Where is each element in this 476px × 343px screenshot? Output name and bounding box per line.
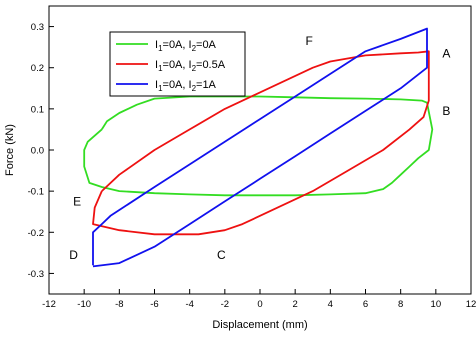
annotation-F: F: [306, 34, 313, 48]
x-tick-label: 10: [431, 299, 442, 310]
series-line-3: [92, 27, 428, 268]
x-tick-label: -2: [221, 299, 229, 310]
legend-label-2: I1=0A, I2=0.5A: [155, 59, 226, 73]
x-tick-label: 4: [328, 299, 333, 310]
x-tick-label: -6: [150, 299, 158, 310]
x-axis-ticks: -12 -10 -8 -6 -4 -2 0 2 4 6 8 10 12: [42, 289, 476, 310]
y-tick-label: 0.0: [31, 146, 44, 157]
x-tick-label: -10: [77, 299, 91, 310]
annotation-D: D: [69, 248, 78, 262]
x-tick-label: -8: [115, 299, 123, 310]
y-tick-label: 0.3: [31, 22, 44, 33]
y-tick-label: 0.1: [31, 104, 44, 115]
legend-label-3: I1=0A, I2=1A: [155, 79, 217, 93]
y-tick-label: -0.1: [28, 187, 44, 198]
x-tick-label: -12: [42, 299, 56, 310]
annotation-B: B: [442, 104, 450, 118]
y-tick-label: -0.2: [28, 228, 44, 239]
x-tick-label: 0: [257, 299, 262, 310]
x-tick-label: 2: [293, 299, 298, 310]
x-tick-label: -4: [185, 299, 193, 310]
x-tick-label: 8: [398, 299, 403, 310]
legend-label-1: I1=0A, I2=0A: [155, 39, 217, 53]
annotation-A: A: [442, 46, 450, 60]
annotation-E: E: [73, 194, 81, 208]
y-tick-label: 0.2: [31, 63, 44, 74]
x-tick-label: 6: [363, 299, 368, 310]
x-axis-title: Displacement (mm): [212, 319, 307, 331]
chart-annotations: A B C D E F: [69, 34, 450, 262]
annotation-C: C: [217, 248, 226, 262]
y-axis-ticks: -0.3 -0.2 -0.1 0.0 0.1 0.2 0.3: [28, 22, 54, 280]
series-line-2: [92, 50, 430, 236]
chart-legend: I1=0A, I2=0A I1=0A, I2=0.5A I1=0A, I2=1A: [109, 31, 246, 97]
y-tick-label: -0.3: [28, 269, 44, 280]
x-tick-label: 12: [466, 299, 476, 310]
y-axis-title: Force (kN): [4, 124, 16, 176]
